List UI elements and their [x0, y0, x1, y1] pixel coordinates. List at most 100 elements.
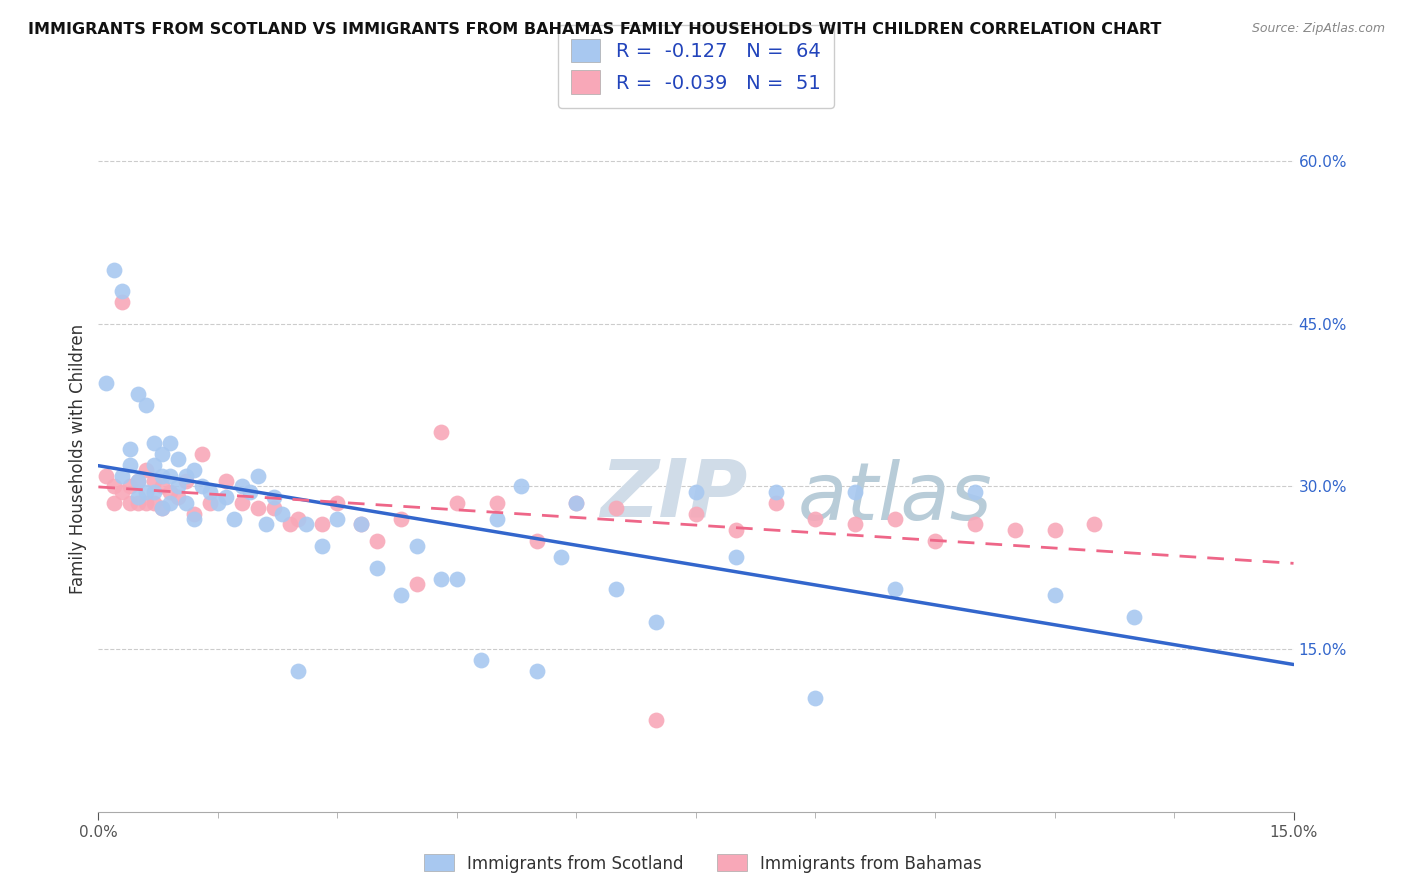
Point: [254, 517, 277, 532]
Point: [270, 507, 292, 521]
Point: [263, 501, 285, 516]
Point: [174, 468, 197, 483]
Point: [406, 577, 429, 591]
Text: ZIP: ZIP: [600, 456, 748, 533]
Point: [804, 690, 827, 705]
Point: [183, 507, 205, 521]
Point: [143, 436, 166, 450]
Point: [485, 496, 508, 510]
Point: [127, 496, 149, 510]
Point: [103, 262, 125, 277]
Point: [605, 501, 627, 516]
Point: [120, 458, 142, 472]
Point: [150, 501, 173, 516]
Point: [406, 539, 429, 553]
Text: IMMIGRANTS FROM SCOTLAND VS IMMIGRANTS FROM BAHAMAS FAMILY HOUSEHOLDS WITH CHILD: IMMIGRANTS FROM SCOTLAND VS IMMIGRANTS F…: [28, 22, 1161, 37]
Point: [526, 664, 548, 678]
Point: [246, 468, 269, 483]
Point: [222, 512, 245, 526]
Point: [120, 496, 142, 510]
Point: [111, 468, 134, 483]
Point: [844, 517, 866, 532]
Point: [446, 496, 468, 510]
Point: [263, 491, 285, 505]
Point: [884, 512, 907, 526]
Point: [963, 517, 986, 532]
Point: [150, 479, 173, 493]
Point: [645, 615, 668, 629]
Point: [326, 512, 349, 526]
Point: [884, 582, 907, 597]
Point: [174, 474, 197, 488]
Point: [550, 549, 572, 564]
Text: Source: ZipAtlas.com: Source: ZipAtlas.com: [1251, 22, 1385, 36]
Point: [350, 517, 373, 532]
Point: [724, 523, 747, 537]
Point: [111, 285, 134, 299]
Point: [765, 496, 787, 510]
Point: [231, 479, 253, 493]
Point: [143, 458, 166, 472]
Text: atlas: atlas: [797, 459, 993, 537]
Point: [287, 512, 309, 526]
Point: [159, 468, 181, 483]
Point: [135, 463, 157, 477]
Legend: Immigrants from Scotland, Immigrants from Bahamas: Immigrants from Scotland, Immigrants fro…: [418, 847, 988, 880]
Point: [198, 484, 221, 499]
Point: [430, 425, 453, 440]
Point: [127, 474, 149, 488]
Point: [278, 517, 301, 532]
Point: [143, 484, 166, 499]
Point: [1083, 517, 1105, 532]
Point: [311, 539, 333, 553]
Legend: R =  -0.127   N =  64, R =  -0.039   N =  51: R = -0.127 N = 64, R = -0.039 N = 51: [558, 25, 834, 108]
Point: [1004, 523, 1026, 537]
Point: [231, 496, 253, 510]
Point: [804, 512, 827, 526]
Point: [565, 496, 588, 510]
Point: [111, 295, 134, 310]
Point: [96, 468, 118, 483]
Point: [446, 572, 468, 586]
Point: [366, 561, 388, 575]
Point: [127, 474, 149, 488]
Point: [844, 484, 866, 499]
Point: [645, 713, 668, 727]
Point: [389, 588, 412, 602]
Point: [191, 447, 214, 461]
Point: [135, 484, 157, 499]
Point: [167, 491, 190, 505]
Point: [159, 484, 181, 499]
Point: [605, 582, 627, 597]
Point: [724, 549, 747, 564]
Point: [127, 387, 149, 401]
Point: [103, 479, 125, 493]
Point: [120, 442, 142, 456]
Point: [167, 452, 190, 467]
Point: [389, 512, 412, 526]
Point: [127, 491, 149, 505]
Point: [96, 376, 118, 391]
Point: [509, 479, 531, 493]
Point: [191, 479, 214, 493]
Y-axis label: Family Households with Children: Family Households with Children: [69, 325, 87, 594]
Point: [183, 463, 205, 477]
Point: [246, 501, 269, 516]
Point: [565, 496, 588, 510]
Point: [1043, 523, 1066, 537]
Point: [207, 496, 229, 510]
Point: [215, 474, 238, 488]
Point: [183, 512, 205, 526]
Point: [430, 572, 453, 586]
Point: [239, 484, 262, 499]
Point: [159, 496, 181, 510]
Point: [685, 484, 707, 499]
Point: [685, 507, 707, 521]
Point: [485, 512, 508, 526]
Point: [963, 484, 986, 499]
Point: [135, 398, 157, 412]
Point: [350, 517, 373, 532]
Point: [150, 468, 173, 483]
Point: [311, 517, 333, 532]
Point: [150, 447, 173, 461]
